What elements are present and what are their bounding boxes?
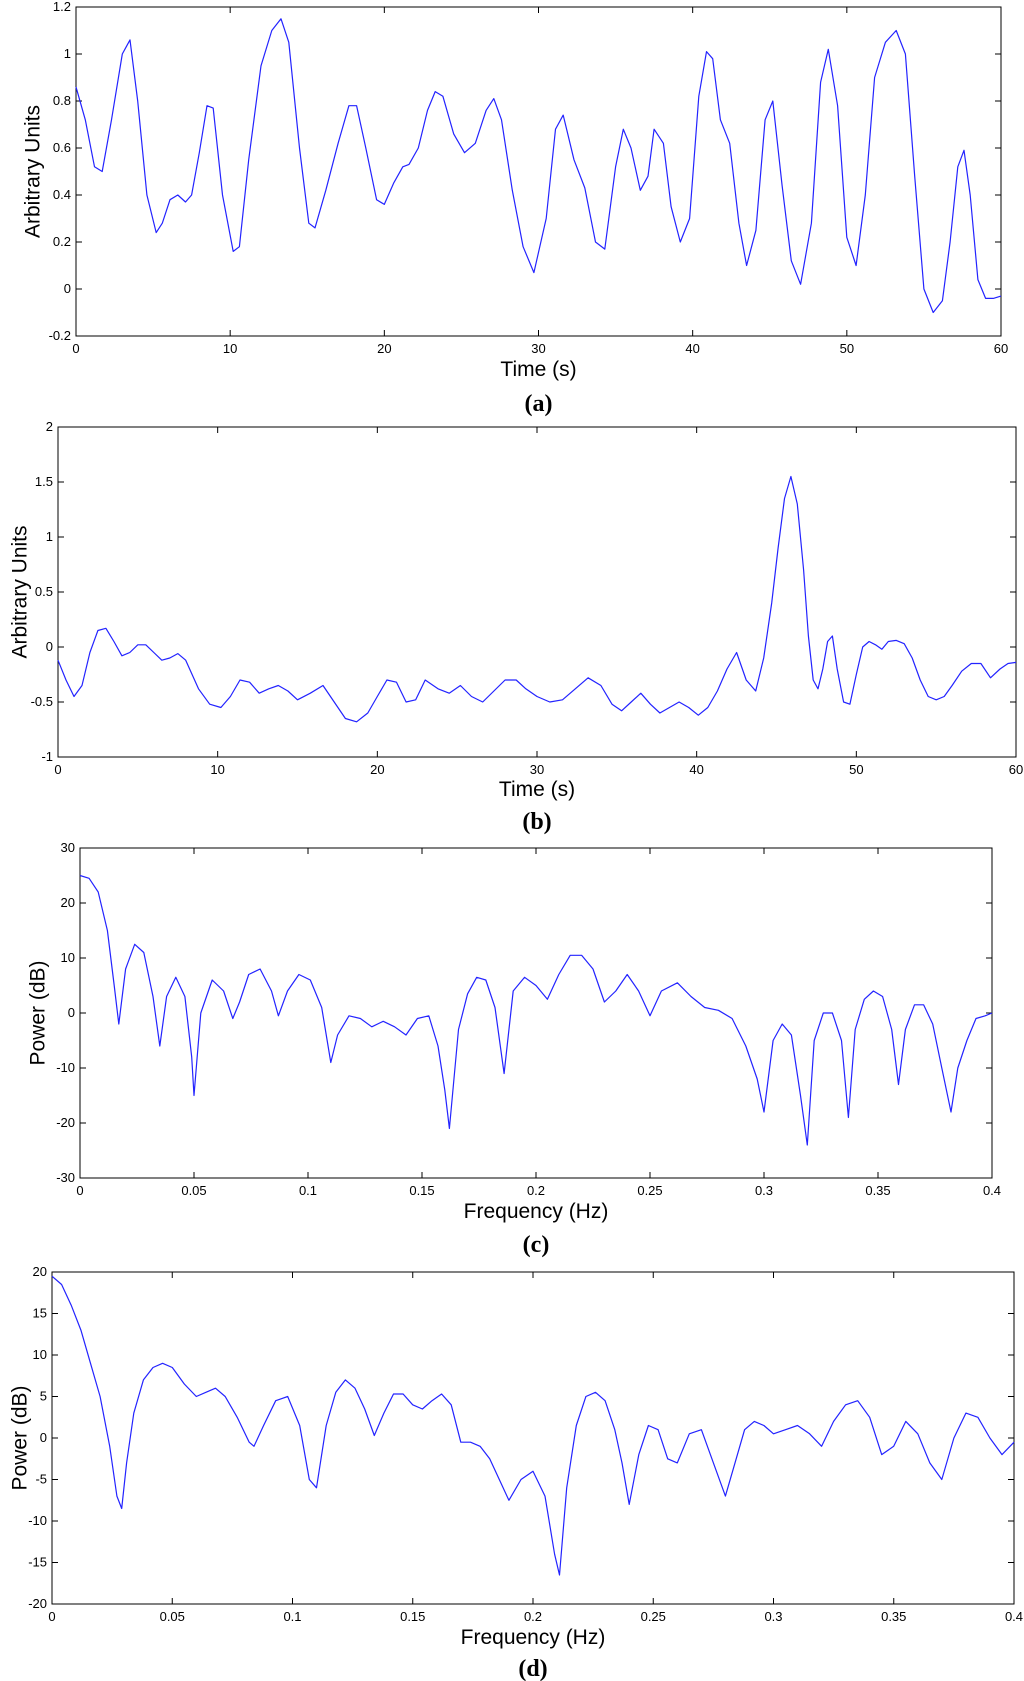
- y-tick-label: -0.2: [49, 328, 71, 343]
- panel-label: (b): [522, 809, 551, 835]
- chart-panel-c: 0 0.05 0.1 0.15 0.2 0.25 0.3 0.35 0.4 -30 -20 -10 0 1…: [27, 840, 1002, 1258]
- x-tick-label: 0.4: [983, 1183, 1001, 1198]
- y-tick-label: 0.8: [53, 93, 71, 108]
- chart-panel-b: 0 10 20 30 40 50 60 -1 -0.5 0 0.5 1 1.5 2 Time (s) Arbi…: [9, 419, 1024, 835]
- y-tick-label: -1: [41, 749, 53, 764]
- x-tick-label: 0.1: [299, 1183, 317, 1198]
- panel-label: (d): [518, 1656, 547, 1681]
- y-tick-label: -20: [28, 1596, 47, 1611]
- x-tick-label: 0.3: [755, 1183, 773, 1198]
- x-tick-label: 0.25: [637, 1183, 662, 1198]
- y-tick-label: 1.5: [35, 474, 53, 489]
- x-axis-label: Frequency (Hz): [461, 1626, 606, 1649]
- x-tick-label: 0: [76, 1183, 83, 1198]
- x-axis-label: Frequency (Hz): [464, 1200, 609, 1223]
- y-tick-label: 0: [64, 281, 71, 296]
- y-axis-label: Power (dB): [9, 1385, 32, 1490]
- y-tick-label: 10: [61, 950, 75, 965]
- x-tick-label: 50: [849, 762, 863, 777]
- y-tick-label: 0: [40, 1430, 47, 1445]
- y-tick-label: -10: [56, 1060, 75, 1075]
- x-tick-label: 50: [840, 341, 854, 356]
- chart-panel-d: 0 0.05 0.1 0.15 0.2 0.25 0.3 0.35 0.4 -20 -15 -10 -5…: [9, 1264, 1024, 1681]
- x-tick-label: 0.1: [283, 1609, 301, 1624]
- y-tick-label: 0: [68, 1005, 75, 1020]
- x-tick-label: 10: [223, 341, 237, 356]
- x-tick-label: 60: [1009, 762, 1023, 777]
- y-tick-label: 0.4: [53, 187, 71, 202]
- y-axis-label: Arbitrary Units: [22, 105, 45, 238]
- x-tick-label: 10: [210, 762, 224, 777]
- x-tick-label: 20: [377, 341, 391, 356]
- y-tick-label: 20: [33, 1264, 47, 1279]
- x-tick-label: 0.2: [527, 1183, 545, 1198]
- y-tick-label: 0: [46, 639, 53, 654]
- x-tick-label: 0: [72, 341, 79, 356]
- y-tick-label: 10: [33, 1347, 47, 1362]
- y-tick-label: 1: [64, 46, 71, 61]
- x-tick-label: 0.4: [1005, 1609, 1023, 1624]
- panel-label: (c): [523, 1232, 550, 1258]
- y-tick-label: -5: [35, 1472, 47, 1487]
- y-tick-label: 1: [46, 529, 53, 544]
- x-tick-label: 60: [994, 341, 1008, 356]
- series-line: [51, 1275, 1015, 1576]
- y-tick-label: -20: [56, 1115, 75, 1130]
- x-tick-label: 0: [48, 1609, 55, 1624]
- plot-area-frame: [75, 6, 1002, 337]
- x-tick-label: 40: [689, 762, 703, 777]
- series-line: [79, 874, 993, 1146]
- y-axis-label: Power (dB): [27, 960, 50, 1065]
- y-tick-label: 20: [61, 895, 75, 910]
- x-tick-label: 0.05: [181, 1183, 206, 1198]
- x-tick-label: 0.35: [865, 1183, 890, 1198]
- x-tick-label: 0: [54, 762, 61, 777]
- x-tick-label: 0.05: [160, 1609, 185, 1624]
- plot-area-frame: [51, 1271, 1015, 1605]
- x-tick-label: 0.35: [881, 1609, 906, 1624]
- x-tick-label: 0.2: [524, 1609, 542, 1624]
- plot-area-frame: [57, 426, 1017, 758]
- x-axis-label: Time (s): [500, 358, 576, 381]
- y-tick-label: -0.5: [31, 694, 53, 709]
- y-tick-label: 5: [40, 1389, 47, 1404]
- x-tick-label: 30: [531, 341, 545, 356]
- y-tick-label: 30: [61, 840, 75, 855]
- x-tick-label: 30: [530, 762, 544, 777]
- y-tick-label: 2: [46, 419, 53, 434]
- y-tick-label: -15: [28, 1555, 47, 1570]
- x-tick-label: 0.3: [764, 1609, 782, 1624]
- x-tick-label: 0.15: [400, 1609, 425, 1624]
- y-tick-label: 0.2: [53, 234, 71, 249]
- y-tick-label: 0.6: [53, 140, 71, 155]
- y-tick-label: -30: [56, 1170, 75, 1185]
- series-line: [57, 475, 1017, 723]
- y-tick-label: 0.5: [35, 584, 53, 599]
- panel-label: (a): [525, 391, 553, 417]
- x-tick-label: 0.25: [641, 1609, 666, 1624]
- x-axis-label: Time (s): [499, 778, 575, 801]
- y-axis-label: Arbitrary Units: [9, 525, 32, 658]
- y-tick-label: 15: [33, 1306, 47, 1321]
- plot-area-frame: [79, 847, 993, 1179]
- x-tick-label: 40: [685, 341, 699, 356]
- y-tick-label: 1.2: [53, 0, 71, 14]
- x-tick-label: 20: [370, 762, 384, 777]
- series-line: [75, 18, 1002, 314]
- y-tick-label: -10: [28, 1513, 47, 1528]
- x-tick-label: 0.15: [409, 1183, 434, 1198]
